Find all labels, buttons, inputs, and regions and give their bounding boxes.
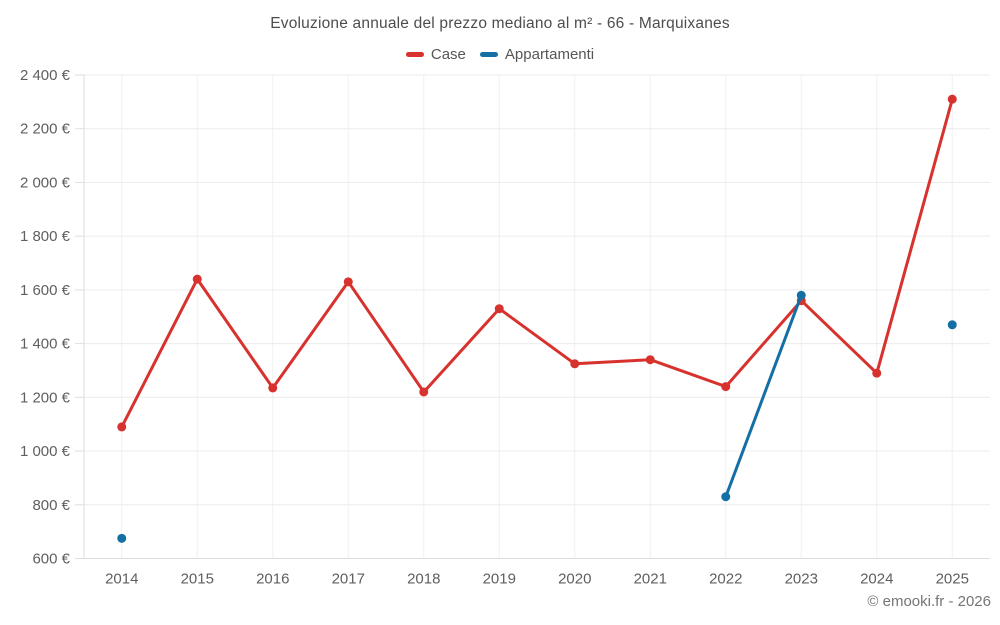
data-point-case-2022 <box>721 382 731 392</box>
y-axis-label: 1 800 € <box>20 228 71 245</box>
x-axis-label: 2015 <box>181 571 214 588</box>
x-axis-label: 2020 <box>558 571 591 588</box>
data-point-case-2024 <box>872 368 882 378</box>
legend-label-appartamenti: Appartamenti <box>504 46 595 63</box>
copyright: © emooki.fr - 2026 <box>867 593 991 610</box>
x-axis-label: 2018 <box>407 571 440 588</box>
x-axis-label: 2021 <box>634 571 667 588</box>
x-axis-label: 2023 <box>785 571 818 588</box>
data-point-case-2019 <box>494 304 504 314</box>
x-axis-label: 2024 <box>860 571 893 588</box>
data-point-appartamenti-2025 <box>947 320 957 330</box>
data-point-appartamenti-2023 <box>796 290 806 300</box>
x-axis-label: 2014 <box>105 571 138 588</box>
y-axis-label: 1 600 € <box>20 282 71 299</box>
data-point-case-2021 <box>645 355 655 365</box>
legend-item-appartamenti[interactable]: Appartamenti <box>479 46 595 63</box>
x-axis-label: 2022 <box>709 571 742 588</box>
y-axis-label: 600 € <box>32 551 70 568</box>
y-axis-label: 1 400 € <box>20 336 71 353</box>
series-line-appartamenti <box>726 295 953 496</box>
data-point-case-2025 <box>947 94 957 104</box>
y-axis-label: 2 400 € <box>20 67 71 84</box>
chart-title: Evoluzione annuale del prezzo mediano al… <box>270 15 730 32</box>
data-point-case-2014 <box>117 422 127 432</box>
appartamenti-series-marker <box>479 52 498 57</box>
data-point-appartamenti-2014 <box>117 533 127 543</box>
data-point-case-2017 <box>343 277 353 287</box>
y-axis-label: 1 000 € <box>20 443 71 460</box>
y-axis-label: 1 200 € <box>20 389 71 406</box>
y-axis-label: 2 000 € <box>20 174 71 191</box>
data-point-case-2018 <box>419 387 429 397</box>
x-axis-label: 2017 <box>332 571 365 588</box>
data-point-appartamenti-2022 <box>721 492 731 502</box>
y-axis-label: 800 € <box>32 497 70 514</box>
legend-label-case: Case <box>430 46 466 63</box>
case-series-marker <box>405 52 424 57</box>
data-point-case-2015 <box>192 274 202 284</box>
series-line-case <box>120 97 954 429</box>
x-axis-label: 2019 <box>483 571 516 588</box>
x-axis-label: 2016 <box>256 571 289 588</box>
y-axis-label: 2 200 € <box>20 121 71 138</box>
data-point-case-2016 <box>268 383 278 393</box>
legend-item-case[interactable]: Case <box>405 46 466 63</box>
x-axis-label: 2025 <box>936 571 969 588</box>
data-point-case-2020 <box>570 359 580 369</box>
chart-legend: Case Appartamenti <box>0 46 1000 63</box>
